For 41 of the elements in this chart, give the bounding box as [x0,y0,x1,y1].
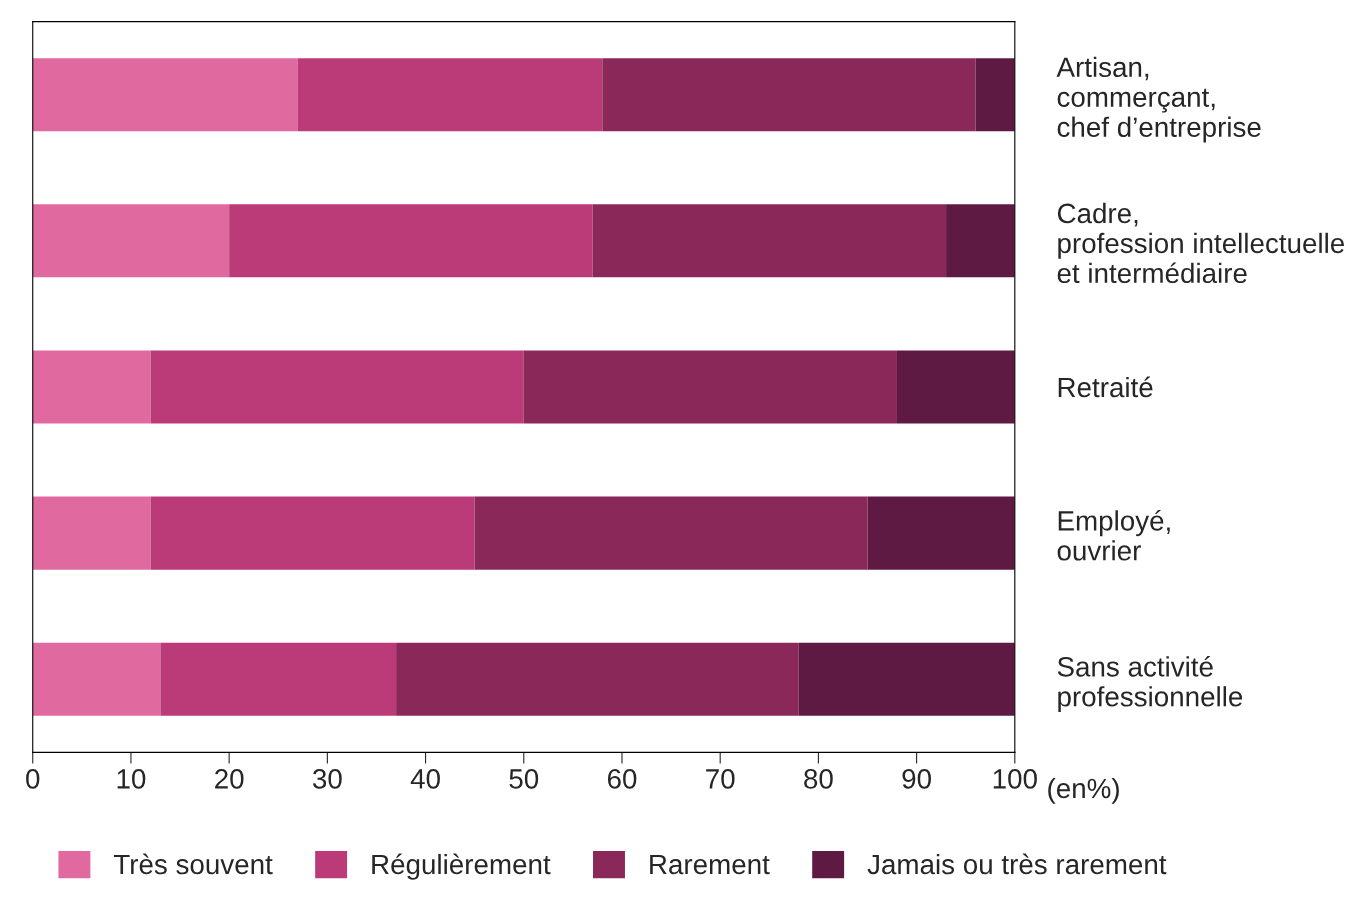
bar [150,496,475,570]
bar [32,350,151,424]
bar [592,204,947,278]
x-axis-title: (en%) [1048,777,1119,804]
bar [798,642,1015,716]
x-tick-label: 30 [312,769,342,789]
x-tick-label: 50 [509,769,539,789]
x-tick-label: 100 [993,769,1037,789]
bar [975,58,1015,132]
x-tick-label: 10 [117,769,146,789]
bar [523,350,897,424]
bar [896,350,1015,424]
x-tick-label: 20 [215,769,244,789]
y-tick-label: Employé, ouvrier [1057,509,1170,561]
bar [32,204,230,278]
bar [474,496,868,570]
bar [32,58,298,132]
bar [229,204,593,278]
legend-label: Très souvent [113,853,273,875]
y-tick-label: Sans activité professionnelle [1057,655,1243,713]
bar [32,642,161,716]
x-tick-label: 90 [902,769,931,789]
bar [150,350,524,424]
x-tick-label: 60 [607,769,637,789]
bar [396,642,799,716]
x-tick-label: 40 [410,769,440,789]
x-tick-label: 70 [706,769,735,789]
bar [602,58,976,132]
bar [32,496,151,570]
y-tick-label: Artisan, commerçant, chef d’entreprise [1056,56,1261,143]
bar [160,642,397,716]
legend-label: Rarement [650,854,770,875]
bar [946,204,1015,278]
x-tick-label: 80 [804,769,833,789]
y-tick-label: Cadre, profession intellectuelle et intermédiaire [1057,202,1344,284]
legend-label: Régulièrement [372,853,551,880]
legend-label: Jamais ou très rarement [867,853,1167,875]
bar [297,58,603,132]
bar [867,496,1015,570]
x-tick-label: 0 [26,769,40,789]
y-tick-label: Retraité [1058,376,1153,398]
